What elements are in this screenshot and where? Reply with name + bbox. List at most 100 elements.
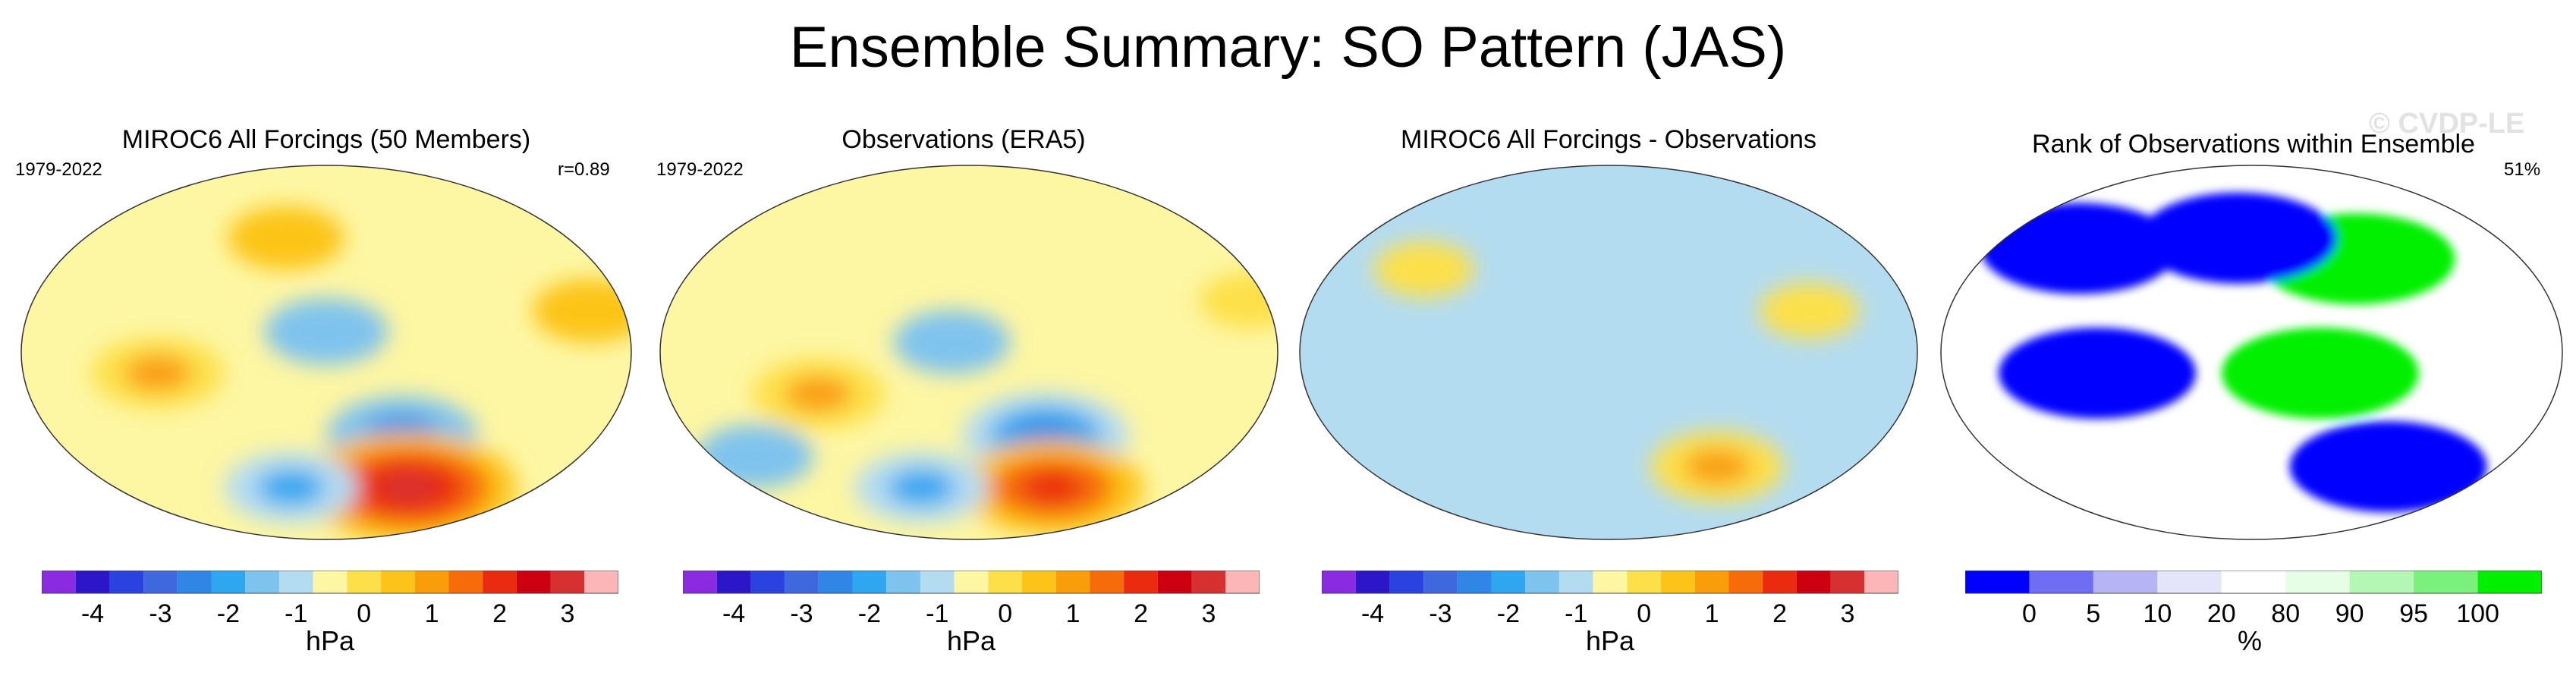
colorbar-tick-0: -4	[1361, 599, 1384, 628]
anomaly-5-level-1	[888, 470, 955, 506]
anomaly-5-level-1	[257, 470, 325, 506]
colorbar-swatch-10	[1661, 571, 1695, 593]
colorbar-swatch-5	[852, 571, 887, 593]
colorbar-tick-1: -3	[149, 599, 171, 628]
colorbar-swatch-6	[886, 571, 920, 593]
colorbar-tick-2: -2	[1497, 599, 1520, 628]
colorbar-swatch-0	[1322, 571, 1356, 593]
anomaly-0-level-1	[785, 376, 852, 412]
colorbar-swatch-5	[1491, 571, 1526, 593]
colorbar-swatch-10	[381, 571, 415, 593]
colorbar-frame	[1322, 571, 1898, 594]
anomaly-4-level-1	[1759, 282, 1860, 339]
colorbar-swatch-9	[1627, 571, 1662, 593]
panel-4-title: Rank of Observations within Ensemble	[2032, 130, 2475, 159]
colorbar-swatch-1	[1355, 571, 1390, 593]
colorbar-swatch-15	[1830, 571, 1865, 593]
colorbar-swatch-14	[516, 571, 551, 593]
colorbar-swatch-7	[920, 571, 955, 593]
map-outline	[20, 165, 632, 540]
watermark: © CVDP-LE	[2369, 108, 2525, 140]
colorbar-swatch-16	[584, 571, 618, 593]
colorbar-frame	[1965, 571, 2542, 594]
colorbar-tick-1: 5	[2086, 599, 2100, 628]
panel-4-colorbar: 0 5 10 20 80 90 95 100	[1965, 571, 2542, 628]
colorbar-swatch-0	[1965, 571, 2030, 593]
colorbar-tick-6: 95	[2399, 599, 2428, 628]
colorbar-tick-0: -4	[81, 599, 104, 628]
colorbar-tick-4: 0	[1637, 599, 1651, 628]
colorbar-swatch-8	[2477, 571, 2542, 593]
panel-3-title: MIROC6 All Forcings - Observations	[1401, 125, 1816, 154]
colorbar-swatch-8	[954, 571, 989, 593]
colorbar-swatch-2	[2093, 571, 2158, 593]
rank-region-0	[1999, 327, 2197, 419]
colorbar-swatch-15	[1191, 571, 1226, 593]
colorbar-swatch-2	[750, 571, 785, 593]
colorbar-swatch-5	[2285, 571, 2350, 593]
colorbar-swatch-6	[1525, 571, 1559, 593]
colorbar-tick-3: -1	[1565, 599, 1587, 628]
colorbar-tick-3: -1	[285, 599, 307, 628]
panel-1-map	[20, 165, 632, 540]
colorbar-tick-2: -2	[858, 599, 881, 628]
rank-region-4	[2139, 192, 2337, 284]
anomaly-6-level-1	[227, 206, 344, 270]
colorbar-swatch-9	[347, 571, 382, 593]
colorbar-swatch-7	[278, 571, 313, 593]
figure-title: Ensemble Summary: SO Pattern (JAS)	[789, 15, 1787, 80]
map-field	[1300, 165, 1917, 539]
colorbar-swatch-6	[2349, 571, 2414, 593]
colorbar-swatch-13	[1763, 571, 1797, 593]
colorbar-swatch-2	[109, 571, 144, 593]
colorbar-swatch-0	[42, 571, 76, 593]
colorbar-swatch-7	[2414, 571, 2478, 593]
colorbar-swatch-9	[988, 571, 1023, 593]
panel-4-unit: %	[2237, 625, 2262, 656]
colorbar-swatch-11	[1055, 571, 1090, 593]
anomaly-4-level-1	[381, 473, 436, 501]
map-field	[660, 165, 1278, 539]
colorbar-tick-1: -3	[1429, 599, 1452, 628]
colorbar-tick-6: 2	[1134, 599, 1148, 628]
map-outline	[1299, 165, 1918, 540]
colorbar-tick-5: 90	[2335, 599, 2364, 628]
colorbar-swatch-3	[143, 571, 178, 593]
anomaly-2-level-1	[893, 310, 1011, 374]
colorbar-tick-3: -1	[926, 599, 948, 628]
panel-2-title: Observations (ERA5)	[841, 125, 1086, 154]
colorbar-swatch-5	[211, 571, 246, 593]
colorbar-swatch-10	[1022, 571, 1056, 593]
anomaly-0-level-1	[124, 355, 192, 391]
anomaly-0-level-1	[1373, 241, 1474, 297]
map-field	[21, 165, 631, 539]
colorbar-tick-4: 80	[2271, 599, 2300, 628]
colorbar-tick-7: 3	[1201, 599, 1216, 628]
anomaly-2-level-1	[1684, 448, 1751, 485]
map-outline	[1940, 165, 2563, 540]
colorbar-tick-7: 3	[1840, 599, 1854, 628]
colorbar-swatch-8	[1593, 571, 1628, 593]
colorbar-swatch-1	[716, 571, 751, 593]
colorbar-tick-5: 1	[425, 599, 439, 628]
map-field	[1941, 165, 2562, 539]
colorbar-swatch-12	[1090, 571, 1124, 593]
panel-2-period: 1979-2022	[656, 159, 744, 180]
anomaly-2-level-1	[264, 298, 388, 366]
panel-3-unit: hPa	[1585, 625, 1635, 656]
colorbar-tick-3: 20	[2207, 599, 2236, 628]
colorbar-swatch-4	[2221, 571, 2286, 593]
colorbar-tick-7: 100	[2456, 599, 2499, 628]
colorbar-tick-4: 0	[357, 599, 371, 628]
panel-2-unit: hPa	[946, 625, 996, 656]
panel-3-map	[1299, 165, 1918, 540]
panel-4-percent: 51%	[2504, 159, 2541, 180]
colorbar-swatch-16	[1225, 571, 1260, 593]
colorbar-swatch-15	[550, 571, 585, 593]
colorbar-swatch-7	[1558, 571, 1593, 593]
rank-region-5	[2289, 421, 2487, 513]
colorbar-swatch-4	[177, 571, 212, 593]
colorbar-tick-6: 2	[492, 599, 507, 628]
panel-1-period: 1979-2022	[15, 159, 102, 180]
colorbar-frame	[683, 571, 1260, 594]
